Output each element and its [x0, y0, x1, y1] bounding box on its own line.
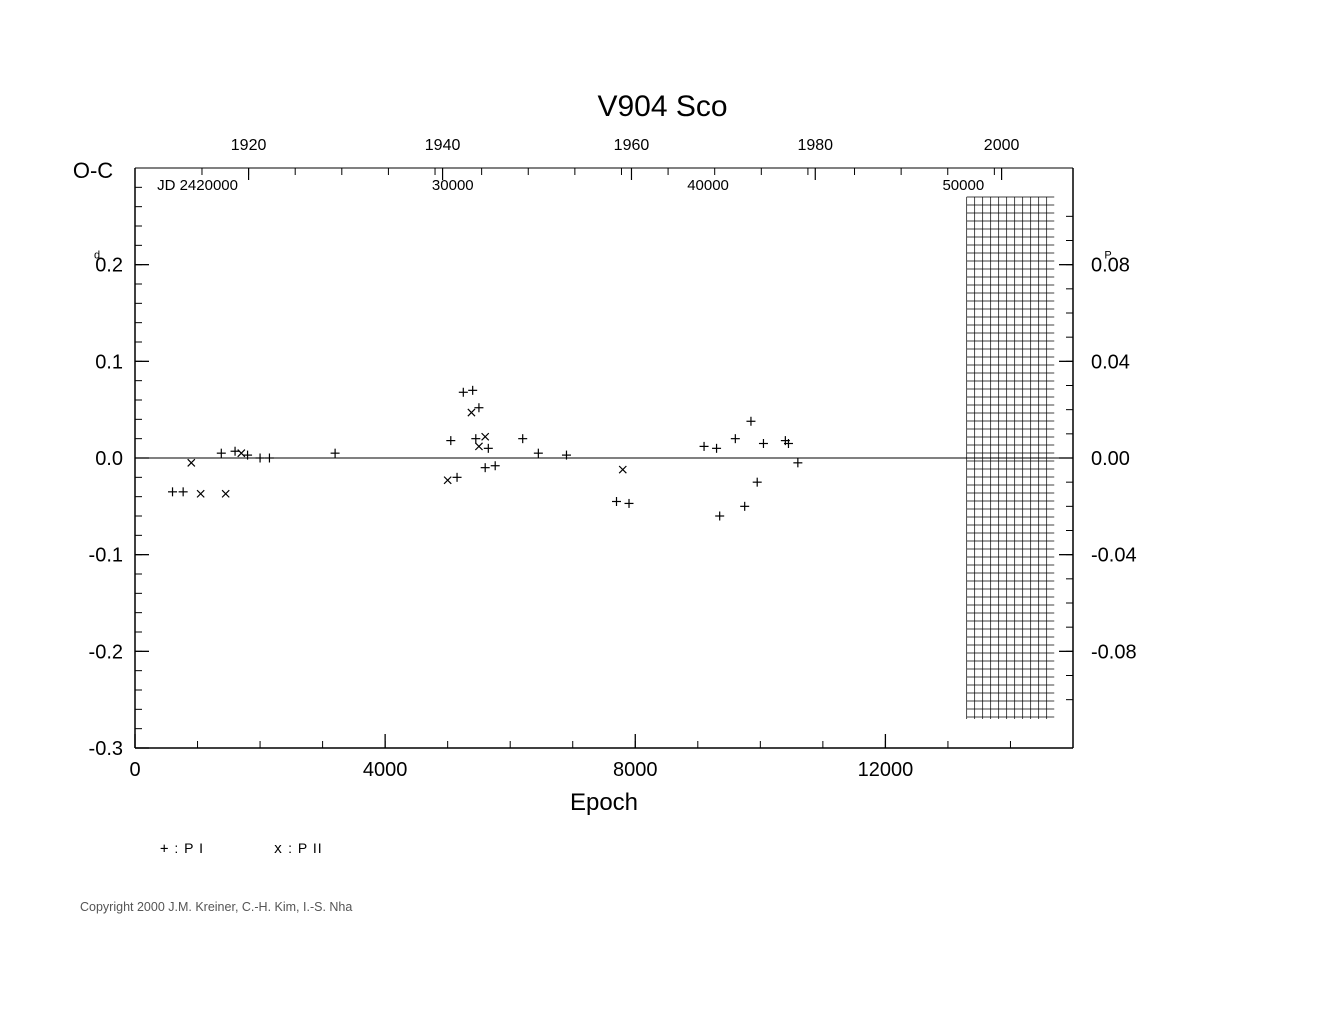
svg-text:0.1: 0.1 — [95, 351, 123, 373]
svg-text:0.00: 0.00 — [1091, 448, 1130, 470]
svg-text:40000: 40000 — [687, 177, 729, 194]
svg-text:4000: 4000 — [363, 759, 408, 781]
svg-text:P: P — [1104, 250, 1111, 262]
svg-text:-0.2: -0.2 — [89, 641, 123, 663]
svg-text:2000: 2000 — [984, 137, 1020, 154]
svg-text:12000: 12000 — [858, 759, 914, 781]
legend-label-pii: : P II — [288, 840, 323, 856]
svg-text:-0.1: -0.1 — [89, 545, 123, 567]
svg-text:1920: 1920 — [231, 137, 267, 154]
svg-text:8000: 8000 — [613, 759, 658, 781]
svg-text:Epoch: Epoch — [570, 789, 638, 816]
chart-title: V904 Sco — [0, 90, 1325, 124]
svg-text:-0.08: -0.08 — [1091, 641, 1137, 663]
svg-text:1940: 1940 — [425, 137, 461, 154]
svg-text:-0.3: -0.3 — [89, 738, 123, 760]
svg-text:0.04: 0.04 — [1091, 351, 1130, 373]
svg-text:O-C: O-C — [73, 158, 113, 183]
svg-text:JD 2420000: JD 2420000 — [157, 177, 238, 194]
legend-symbol-pii: x — [274, 841, 283, 857]
oc-scatter-chart: 04000800012000Epoch-0.3-0.2-0.10.00.10.2… — [65, 128, 1163, 828]
svg-text:50000: 50000 — [942, 177, 984, 194]
svg-text:30000: 30000 — [432, 177, 474, 194]
legend: + : P I x : P II — [160, 840, 323, 857]
svg-text:d: d — [94, 250, 100, 262]
svg-text:0: 0 — [129, 759, 140, 781]
legend-symbol-pi: + — [160, 841, 169, 857]
page-root: V904 Sco 0 4000 8000 12000 Epoch -0.3 -0.2 -0.1… — [0, 0, 1325, 1020]
chart-container: 04000800012000Epoch-0.3-0.2-0.10.00.10.2… — [65, 128, 1163, 833]
svg-text:1980: 1980 — [797, 137, 833, 154]
svg-text:0.0: 0.0 — [95, 448, 123, 470]
svg-text:1960: 1960 — [614, 137, 650, 154]
svg-text:-0.04: -0.04 — [1091, 545, 1137, 567]
legend-label-pi: : P I — [174, 840, 204, 856]
copyright-text: Copyright 2000 J.M. Kreiner, C.-H. Kim, … — [80, 900, 352, 914]
